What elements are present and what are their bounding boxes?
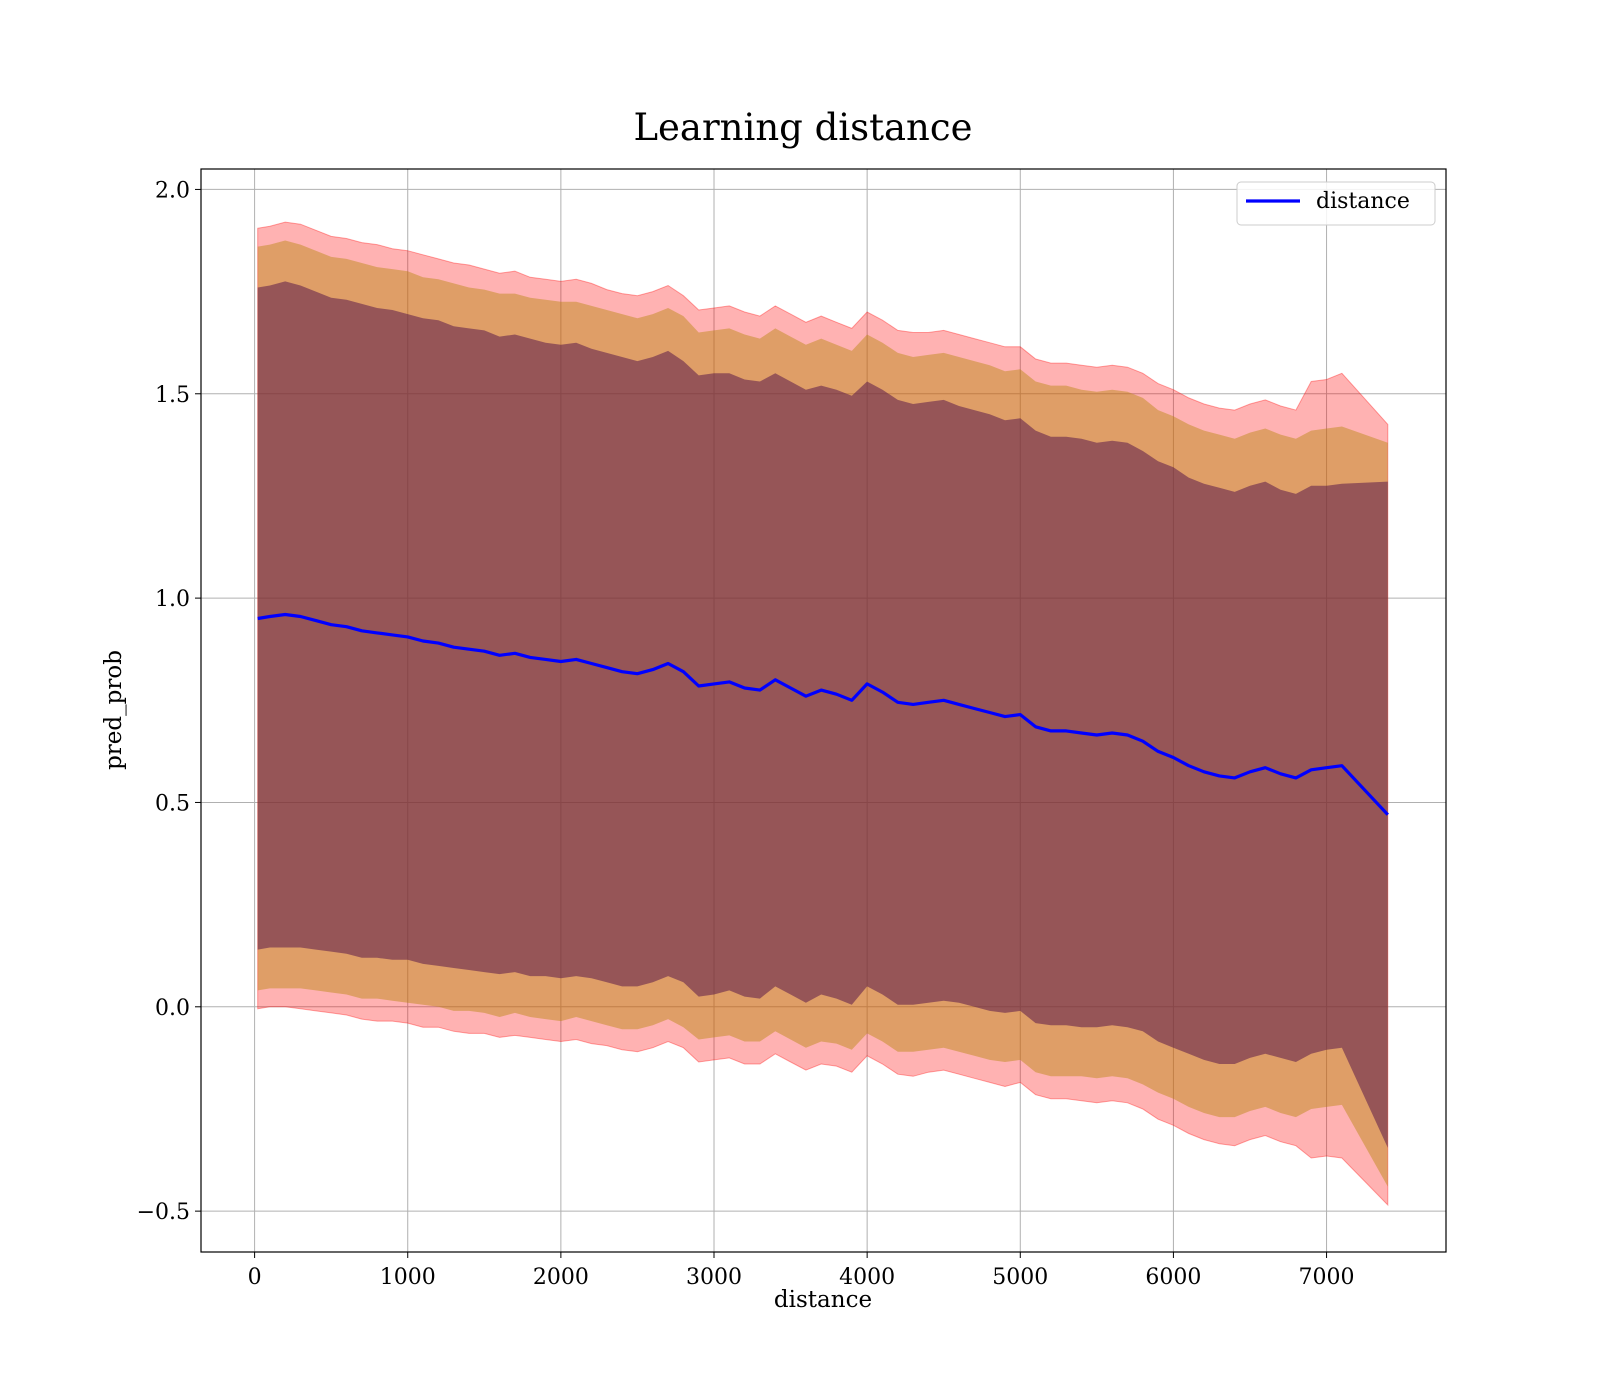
x-tick-label: 2000 — [533, 1265, 589, 1290]
x-tick-label: 1000 — [380, 1265, 436, 1290]
series-line-distance — [257, 612, 1389, 816]
band-inner — [257, 281, 1388, 1148]
y-axis: −0.5 0.0 0.5 1.0 1.5 2.0 — [137, 178, 201, 1225]
x-tick-label: 6000 — [1145, 1265, 1201, 1290]
y-tick-label: 2.0 — [155, 178, 190, 203]
y-tick-label: 1.0 — [155, 587, 190, 612]
uncertainty-bands — [257, 221, 1389, 1207]
legend-box — [1236, 181, 1436, 226]
chart-title: Learning distance — [633, 106, 972, 149]
y-tick-label: 0.5 — [155, 791, 190, 816]
x-tick-label: 7000 — [1299, 1265, 1355, 1290]
legend-label-distance: distance — [1316, 189, 1410, 214]
x-tick-label: 5000 — [992, 1265, 1048, 1290]
y-tick-label: 1.5 — [155, 383, 190, 408]
x-tick-label: 3000 — [686, 1265, 742, 1290]
y-axis-label: pred_prob — [101, 650, 127, 770]
x-axis: 0 1000 2000 3000 4000 5000 6000 7000 — [248, 1252, 1355, 1290]
y-tick-label: −0.5 — [137, 1200, 190, 1225]
x-tick-label: 4000 — [839, 1265, 895, 1290]
legend: distance — [1236, 181, 1436, 226]
plot-frame — [200, 168, 1447, 1253]
x-axis-label: distance — [774, 1287, 872, 1313]
y-tick-label: 0.0 — [155, 996, 190, 1021]
x-tick-label: 0 — [248, 1265, 262, 1290]
